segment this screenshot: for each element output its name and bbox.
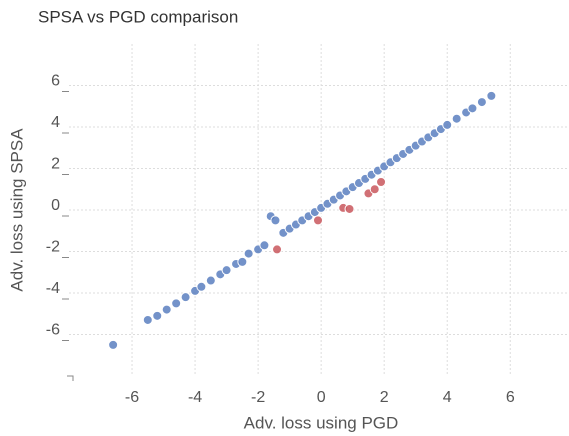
y-tick-label: -2 <box>46 239 60 256</box>
point <box>451 113 462 124</box>
y-tick-label: -6 <box>46 322 60 339</box>
point <box>237 256 248 267</box>
point <box>270 215 281 226</box>
point <box>221 265 232 276</box>
y-tick-label: -4 <box>46 280 60 297</box>
point <box>152 310 163 321</box>
point <box>486 90 497 101</box>
point <box>476 97 487 108</box>
x-tick-label: 2 <box>380 389 389 406</box>
point <box>196 281 207 292</box>
point <box>205 275 216 286</box>
y-tick-label: 2 <box>51 156 60 173</box>
point <box>259 240 270 251</box>
point <box>272 244 283 255</box>
point <box>313 215 323 226</box>
point <box>180 292 191 303</box>
x-tick-label: 4 <box>443 389 452 406</box>
point <box>108 339 119 350</box>
y-tick-label: 6 <box>51 73 60 90</box>
point <box>467 103 478 114</box>
x-tick-label: -6 <box>125 389 139 406</box>
x-axis-label: Adv. loss using PGD <box>244 413 399 432</box>
point <box>369 184 380 195</box>
axis-corner <box>67 375 74 381</box>
y-tick-label: 0 <box>51 197 60 214</box>
point <box>243 248 254 259</box>
point <box>161 304 172 315</box>
x-tick-label: -2 <box>251 389 265 406</box>
x-tick-label: 0 <box>317 389 326 406</box>
x-tick-label: -4 <box>188 389 202 406</box>
chart-title: SPSA vs PGD comparison <box>38 7 238 26</box>
point <box>344 203 355 214</box>
point <box>376 176 387 187</box>
point <box>142 314 153 325</box>
y-tick-label: 4 <box>51 114 60 131</box>
y-axis-label: Adv. loss using SPSA <box>7 128 26 292</box>
point <box>442 119 453 130</box>
x-tick-label: 6 <box>506 389 515 406</box>
point <box>171 298 182 309</box>
